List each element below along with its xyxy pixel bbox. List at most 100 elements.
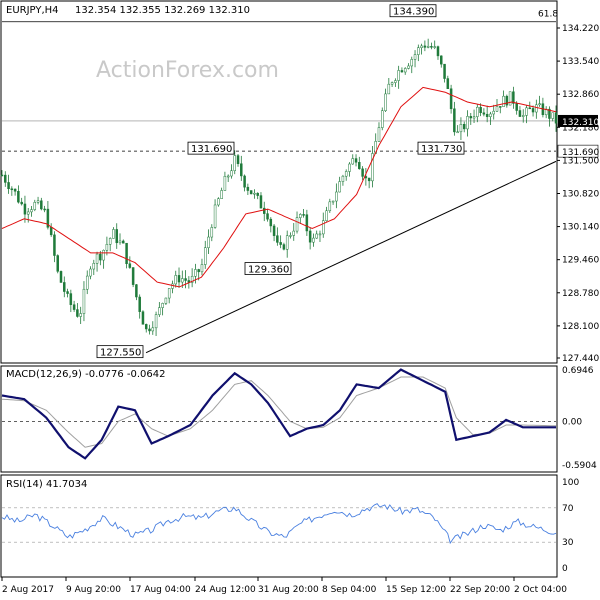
candle-body xyxy=(551,112,554,119)
candle-body xyxy=(4,174,7,183)
candle-body xyxy=(397,70,400,81)
price-tick-label: 133.540 xyxy=(562,57,599,67)
price-annotation-box xyxy=(244,262,292,275)
candle-body xyxy=(538,103,541,106)
candle-body xyxy=(49,227,53,236)
macd-tick-label: 0.6946 xyxy=(562,366,594,376)
candle-body xyxy=(144,324,148,330)
candle-body xyxy=(305,214,309,232)
candle-body xyxy=(154,314,158,329)
candle-body xyxy=(135,284,138,298)
candle-body xyxy=(436,46,440,57)
candle-body xyxy=(112,229,115,239)
candle-body xyxy=(420,45,423,48)
x-tick-label: 2 Aug 2017 xyxy=(2,585,54,595)
candle-body xyxy=(85,275,89,290)
rsi-tick-label: 100 xyxy=(562,478,579,488)
current-price-tag xyxy=(558,114,598,127)
candle-body xyxy=(115,229,118,244)
candle-body xyxy=(66,291,69,294)
candle-body xyxy=(249,190,253,195)
candle-body xyxy=(138,296,141,312)
candle-body xyxy=(525,107,528,116)
candle-body xyxy=(36,200,40,203)
candle-body xyxy=(161,303,164,308)
candle-body xyxy=(322,220,325,235)
candle-body xyxy=(223,176,227,191)
candle-body xyxy=(256,192,259,196)
candle-body xyxy=(502,95,505,107)
candle-body xyxy=(410,59,414,67)
candle-body xyxy=(489,113,492,117)
candle-body xyxy=(233,155,236,171)
candle-body xyxy=(407,65,410,69)
rsi-line xyxy=(1,503,557,545)
candle-body xyxy=(528,107,532,110)
candle-body xyxy=(164,297,168,304)
candle-body xyxy=(190,275,194,283)
support-price-label: 131.690 xyxy=(562,148,599,158)
price-tick-label: 132.860 xyxy=(562,90,599,100)
x-tick-label: 9 Aug 20:00 xyxy=(66,585,121,595)
candle-body xyxy=(82,288,86,314)
candle-body xyxy=(426,46,430,48)
candle-body xyxy=(92,263,96,270)
candle-body xyxy=(207,236,210,248)
candle-body xyxy=(243,175,246,188)
candle-body xyxy=(495,106,499,112)
candle-body xyxy=(449,88,453,110)
macd-panel xyxy=(0,365,558,473)
candle-body xyxy=(282,244,286,250)
candle-body xyxy=(413,54,417,60)
price-tick-label: 128.100 xyxy=(562,322,599,332)
candle-body xyxy=(26,211,30,215)
candle-body xyxy=(30,209,33,213)
candle-body xyxy=(177,275,181,283)
rsi-tick-label: 70 xyxy=(562,504,574,514)
candle-body xyxy=(240,163,243,177)
rising-trendline xyxy=(145,160,557,354)
current-price-label: 132.310 xyxy=(562,118,599,128)
candle-body xyxy=(387,83,391,95)
candle-body xyxy=(46,208,50,228)
price-tick-label: 130.140 xyxy=(562,223,599,233)
candle-body xyxy=(390,82,394,85)
candle-body xyxy=(485,113,489,117)
candle-body xyxy=(33,202,37,210)
candle-body xyxy=(331,200,335,203)
candle-body xyxy=(95,253,99,264)
fib-label: 61.8 xyxy=(538,10,558,20)
candle-body xyxy=(43,208,46,211)
candle-body xyxy=(102,249,105,261)
price-annotation-label: 127.550 xyxy=(100,348,141,359)
price-annotation-label: 129.360 xyxy=(248,265,289,276)
candle-body xyxy=(262,207,266,214)
candle-body xyxy=(344,171,348,177)
candle-body xyxy=(289,235,292,237)
candle-body xyxy=(367,177,371,182)
candle-body xyxy=(433,46,436,48)
candle-body xyxy=(118,240,122,244)
candle-body xyxy=(141,311,145,325)
candle-body xyxy=(276,235,279,243)
candle-body xyxy=(167,288,171,299)
candle-body xyxy=(203,247,207,265)
rsi-tick-label: 30 xyxy=(562,538,574,548)
candle-body xyxy=(505,95,509,106)
candle-body xyxy=(122,240,125,244)
candle-body xyxy=(440,55,443,65)
candle-body xyxy=(328,201,332,212)
candle-body xyxy=(108,238,112,245)
rsi-label: RSI(14) 41.7034 xyxy=(6,479,87,490)
candle-body xyxy=(292,230,296,236)
macd-tick-label: -0.5904 xyxy=(562,461,597,471)
candle-body xyxy=(315,233,318,239)
candle-body xyxy=(338,181,341,193)
candle-body xyxy=(246,186,250,191)
x-tick-label: 17 Aug 04:00 xyxy=(130,585,191,595)
candle-body xyxy=(10,188,14,191)
candle-body xyxy=(341,175,345,182)
candle-body xyxy=(184,278,187,281)
candle-body xyxy=(446,78,450,89)
price-annotation-label: 131.730 xyxy=(421,144,462,155)
